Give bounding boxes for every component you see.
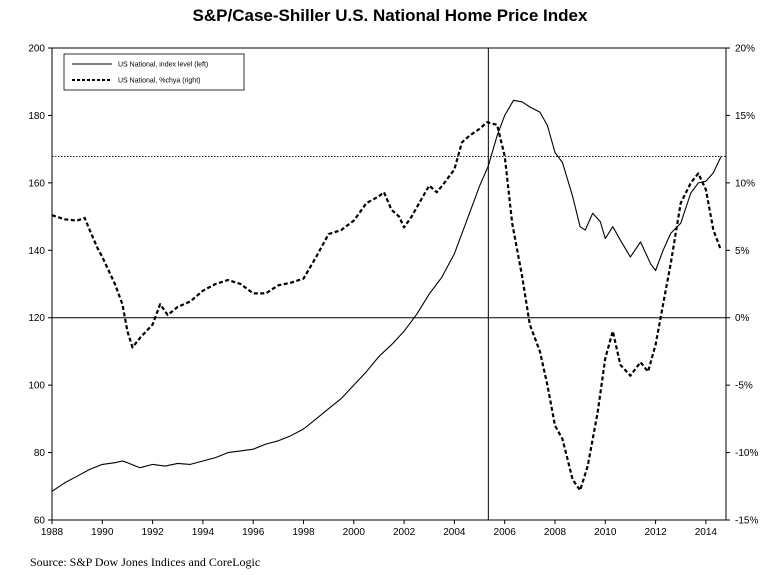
legend: US National, index level (left) US Nation…	[63, 53, 245, 91]
legend-label: US National, index level (left)	[118, 62, 208, 69]
right-tick-label: 0%	[735, 313, 750, 324]
x-tick-label: 1994	[192, 527, 215, 538]
ticks-layer: 60 80 100 120 140 160 180 200 -15% -10% -5% 0% 5% 10%…	[28, 44, 758, 539]
left-tick-label: 60	[34, 516, 46, 527]
chart-title: S&P/Case-Shiller U.S. National Home Pric…	[192, 6, 588, 25]
left-tick-label: 80	[34, 448, 46, 459]
left-tick-label: 200	[28, 44, 45, 55]
left-tick-label: 140	[28, 246, 45, 257]
right-tick-label: 10%	[735, 178, 755, 189]
left-tick-label: 100	[28, 381, 45, 392]
x-tick-label: 1996	[242, 527, 265, 538]
x-tick-label: 2012	[644, 527, 667, 538]
x-tick-label: 1988	[41, 527, 64, 538]
x-tick-label: 2004	[443, 527, 466, 538]
x-tick-label: 2006	[494, 527, 517, 538]
left-tick-label: 120	[28, 313, 45, 324]
series-line-index-level	[51, 99, 722, 492]
x-tick-label: 2000	[343, 527, 366, 538]
x-tick-label: 1998	[292, 527, 315, 538]
left-tick-label: 180	[28, 111, 45, 122]
series-line-pct-chya	[51, 121, 723, 492]
right-tick-label: -10%	[735, 448, 758, 459]
left-tick-label: 160	[28, 178, 45, 189]
x-tick-label: 2014	[695, 527, 718, 538]
axes-layer	[51, 47, 727, 521]
right-tick-label: -5%	[735, 381, 753, 392]
right-tick-label: 15%	[735, 111, 755, 122]
right-tick-label: -15%	[735, 516, 758, 527]
x-tick-label: 2008	[544, 527, 567, 538]
reference-lines	[52, 48, 726, 520]
right-tick-label: 20%	[735, 44, 755, 55]
legend-label: US National, %chya (right)	[118, 78, 200, 85]
x-tick-label: 1992	[141, 527, 164, 538]
source-note: Source: S&P Dow Jones Indices and CoreLo…	[30, 555, 261, 569]
series-layer	[51, 99, 723, 492]
x-tick-label: 2002	[393, 527, 416, 538]
x-tick-label: 1990	[91, 527, 114, 538]
right-tick-label: 5%	[735, 246, 750, 257]
plot-frame	[51, 47, 727, 521]
legend-box	[63, 53, 245, 91]
x-tick-label: 2010	[594, 527, 617, 538]
